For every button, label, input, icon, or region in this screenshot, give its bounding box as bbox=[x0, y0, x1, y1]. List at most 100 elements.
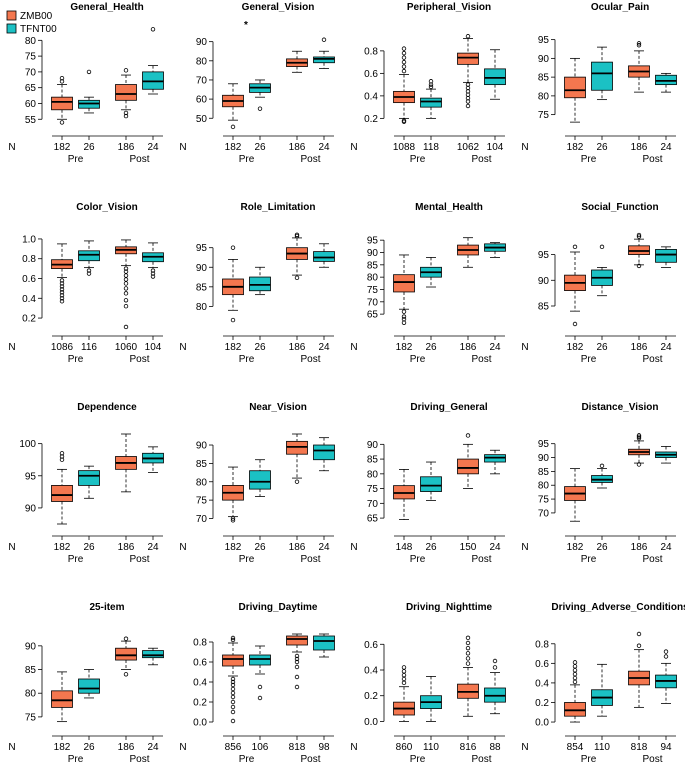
outlier-point bbox=[86, 69, 92, 75]
box-tfnt00-pre bbox=[249, 79, 271, 111]
group-label-pre: Pre bbox=[68, 754, 84, 765]
sample-size: 26 bbox=[596, 142, 608, 153]
box-tfnt00-post bbox=[142, 446, 164, 473]
y-tick-label: 70 bbox=[367, 499, 379, 510]
n-label: N bbox=[8, 542, 15, 553]
outlier-point bbox=[230, 699, 236, 705]
outlier-point bbox=[465, 661, 471, 666]
outlier-point bbox=[572, 671, 578, 677]
outlier-point bbox=[150, 268, 156, 273]
y-tick-label: 90 bbox=[538, 453, 550, 464]
sample-size: 106 bbox=[252, 742, 269, 753]
box-zmb00-post bbox=[115, 68, 137, 119]
group-label-pre: Pre bbox=[410, 754, 426, 765]
sample-size: 26 bbox=[425, 542, 437, 553]
panel-25-item: 25-item 75 80 85 90 N 182 26 186 24 Pre Post bbox=[8, 602, 164, 765]
sample-size: 116 bbox=[81, 342, 97, 353]
sample-size: 88 bbox=[489, 742, 501, 753]
y-tick-label: 70 bbox=[196, 75, 208, 86]
legend-swatch bbox=[6, 23, 17, 34]
group-label-pre: Pre bbox=[581, 554, 597, 565]
sample-size: 182 bbox=[54, 142, 71, 153]
sample-size: 182 bbox=[567, 542, 584, 553]
panel-social-function: Social_Function 85 90 95 N 182 26 186 24 Pre Post bbox=[521, 202, 677, 365]
box-zmb00-pre bbox=[393, 46, 415, 124]
outlier-point bbox=[401, 320, 407, 325]
box-tfnt00-post bbox=[313, 633, 335, 658]
iqr-box bbox=[655, 74, 677, 86]
y-tick-label: 0.8 bbox=[22, 254, 36, 265]
outlier-point bbox=[492, 665, 498, 670]
group-label-post: Post bbox=[300, 554, 320, 565]
outlier-point bbox=[59, 284, 65, 289]
sample-size: 1062 bbox=[457, 142, 480, 153]
box-zmb00-post bbox=[628, 433, 650, 467]
iqr-box bbox=[420, 97, 442, 108]
outlier-point bbox=[572, 667, 578, 673]
outlier-point bbox=[150, 27, 156, 32]
y-tick-label: 0.0 bbox=[364, 717, 378, 728]
group-label-pre: Pre bbox=[410, 154, 426, 165]
y-tick-label: 65 bbox=[367, 310, 379, 321]
outlier-point bbox=[123, 266, 129, 271]
sample-size: 186 bbox=[631, 342, 648, 353]
sample-size: 24 bbox=[660, 142, 672, 153]
outlier-point bbox=[465, 103, 471, 109]
box-tfnt00-pre bbox=[591, 46, 613, 101]
group-label-pre: Pre bbox=[239, 154, 255, 165]
sample-size: 26 bbox=[254, 342, 266, 353]
y-tick-label: 85 bbox=[538, 73, 550, 84]
y-tick-label: 80 bbox=[196, 477, 208, 488]
outlier-point bbox=[572, 660, 578, 665]
y-tick-label: 90 bbox=[196, 263, 208, 274]
box-zmb00-post bbox=[457, 34, 479, 109]
box-zmb00-post bbox=[286, 433, 308, 484]
outlier-point bbox=[230, 676, 236, 682]
outlier-point bbox=[59, 299, 65, 304]
outlier-point bbox=[230, 317, 236, 323]
panel-title: Peripheral_Vision bbox=[407, 2, 491, 13]
y-tick-label: 65 bbox=[25, 83, 37, 94]
y-tick-label: 0.4 bbox=[22, 294, 36, 305]
y-tick-label: 50 bbox=[196, 114, 208, 125]
box-zmb00-pre bbox=[393, 254, 415, 325]
y-tick-label: 90 bbox=[538, 54, 550, 65]
iqr-box bbox=[249, 654, 271, 666]
box-zmb00-post bbox=[115, 239, 137, 330]
sample-size: 24 bbox=[147, 742, 159, 753]
y-tick-label: 1.0 bbox=[22, 234, 36, 245]
sample-size: 182 bbox=[225, 342, 242, 353]
sample-size: 98 bbox=[318, 742, 330, 753]
panel-peripheral-vision: Peripheral_Vision 0.2 0.4 0.6 0.8 N 1088 118 106… bbox=[350, 2, 506, 165]
outlier-point bbox=[636, 43, 642, 48]
legend-label: TFNT00 bbox=[20, 24, 57, 35]
iqr-box bbox=[393, 274, 415, 293]
outlier-point bbox=[401, 119, 407, 124]
outlier-point bbox=[257, 695, 263, 701]
iqr-box bbox=[313, 56, 335, 64]
panel-near-vision: Near_Vision 70 75 80 85 90 N 182 26 186 24 Pre Post bbox=[179, 402, 335, 565]
y-tick-label: 80 bbox=[196, 302, 208, 313]
y-tick-label: 0.4 bbox=[193, 678, 207, 689]
outlier-point bbox=[123, 110, 129, 116]
y-tick-label: 95 bbox=[25, 471, 37, 482]
panel-role-limitation: Role_Limitation 80 85 90 95 N 182 26 186 24 Pre Pos… bbox=[179, 202, 335, 365]
box-tfnt00-pre bbox=[420, 461, 442, 501]
outlier-point bbox=[123, 672, 129, 677]
sample-size: 26 bbox=[596, 342, 608, 353]
outlier-point bbox=[294, 232, 300, 237]
panel-title: General_Vision bbox=[242, 2, 315, 13]
y-tick-label: 75 bbox=[538, 495, 550, 506]
box-zmb00-pre bbox=[222, 245, 244, 323]
group-label-post: Post bbox=[300, 754, 320, 765]
sample-size: 24 bbox=[489, 542, 501, 553]
outlier-point bbox=[465, 34, 471, 39]
outlier-point bbox=[401, 46, 407, 51]
sample-size: 182 bbox=[225, 542, 242, 553]
outlier-point bbox=[636, 434, 642, 439]
outlier-point bbox=[572, 679, 578, 685]
n-label: N bbox=[179, 142, 186, 153]
outlier-point bbox=[230, 635, 236, 641]
sample-size: 186 bbox=[289, 342, 306, 353]
